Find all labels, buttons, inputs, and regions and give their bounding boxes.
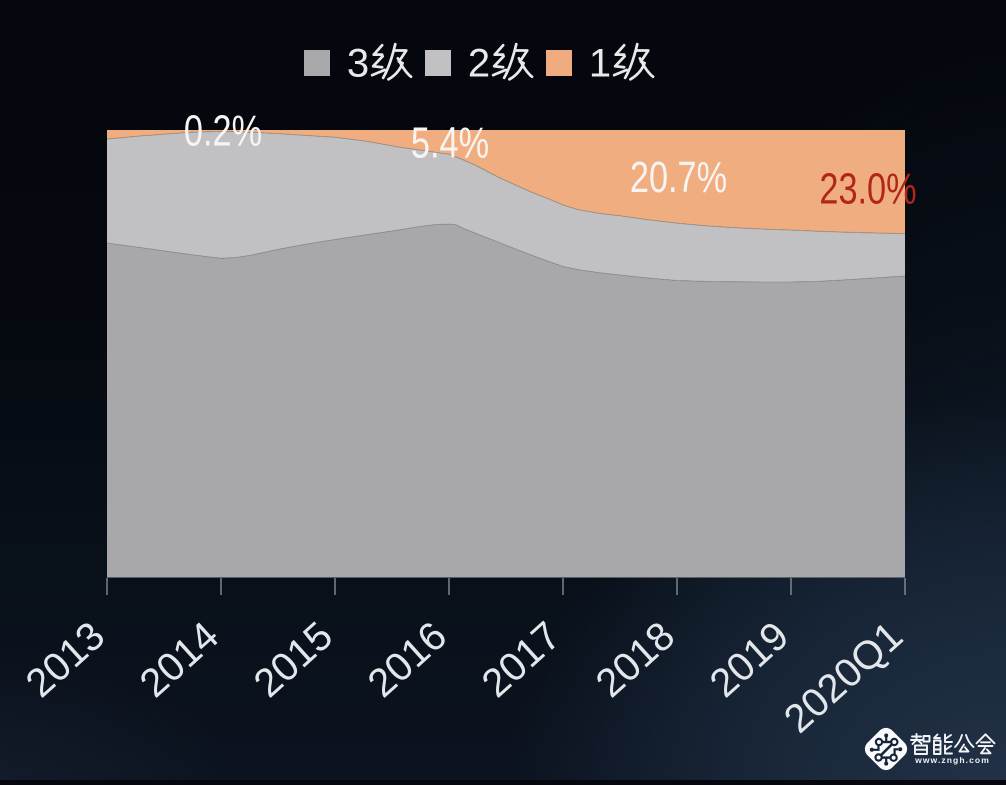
svg-text:2016: 2016	[360, 614, 456, 706]
svg-text:20.7%: 20.7%	[630, 153, 727, 202]
svg-text:2: 2	[468, 42, 490, 86]
svg-text:2015: 2015	[246, 614, 342, 706]
svg-text:www.zngh.com: www.zngh.com	[914, 755, 990, 765]
svg-text:2017: 2017	[474, 614, 570, 706]
svg-text:2019: 2019	[702, 614, 798, 706]
svg-text:3: 3	[347, 42, 369, 86]
svg-text:5.4%: 5.4%	[411, 118, 489, 167]
svg-text:23.0%: 23.0%	[819, 165, 916, 214]
svg-text:2014: 2014	[132, 614, 228, 706]
svg-text:2013: 2013	[18, 614, 114, 706]
svg-text:2020Q1: 2020Q1	[776, 614, 911, 742]
svg-text:0.2%: 0.2%	[184, 106, 262, 155]
svg-text:1: 1	[589, 42, 611, 86]
svg-text:2018: 2018	[588, 614, 684, 706]
